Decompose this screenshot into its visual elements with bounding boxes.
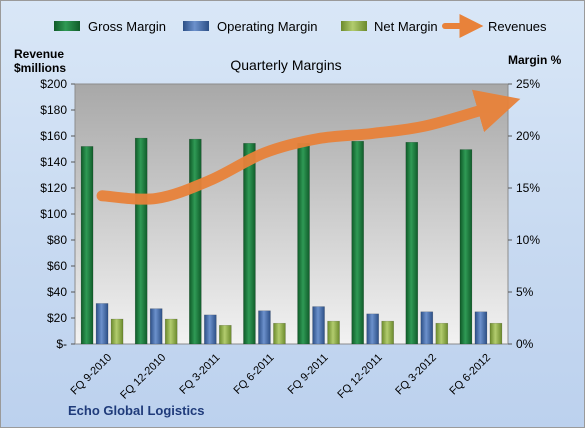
right-tick-label: 20% — [516, 129, 540, 143]
bar-operating-margin — [204, 314, 217, 345]
bar-net-margin — [489, 322, 503, 345]
bar-net-margin — [164, 318, 178, 345]
left-axis-title-line2: $millions — [14, 61, 66, 75]
bar-gross-margin — [405, 141, 419, 345]
bar-gross-margin — [243, 143, 256, 345]
x-tick-label: FQ 9-2010 — [69, 352, 115, 398]
right-axis: 0% 5% 10% 15% 20% 25% — [508, 77, 540, 351]
right-tick-label: 10% — [516, 233, 540, 247]
bar-gross-margin — [134, 137, 148, 345]
bar-gross-margin — [351, 140, 364, 345]
legend-label-operating-margin: Operating Margin — [217, 19, 317, 34]
bar-series — [80, 137, 503, 345]
chart-title: Quarterly Margins — [230, 57, 341, 73]
left-tick-label: $120 — [40, 181, 67, 195]
legend-swatch-net-margin — [341, 21, 367, 31]
x-tick-label: FQ 6-2012 — [447, 352, 493, 398]
right-tick-label: 25% — [516, 77, 540, 91]
x-tick-label: FQ 12-2010 — [118, 352, 168, 402]
left-tick-label: $40 — [47, 285, 67, 299]
bar-net-margin — [327, 320, 340, 345]
right-tick-label: 0% — [516, 337, 534, 351]
bar-gross-margin — [459, 149, 473, 345]
x-tick-label: FQ 9-2011 — [286, 352, 331, 397]
bar-net-margin — [435, 322, 449, 345]
left-tick-label: $80 — [47, 233, 67, 247]
legend-item-revenues: Revenues — [442, 14, 547, 38]
legend-item-operating-margin: Operating Margin — [183, 19, 317, 34]
bar-operating-margin — [420, 311, 434, 345]
bar-net-margin — [273, 322, 286, 345]
left-tick-label: $200 — [40, 77, 67, 91]
bar-gross-margin — [297, 143, 310, 345]
bar-operating-margin — [95, 303, 109, 345]
bar-operating-margin — [149, 308, 163, 345]
bar-net-margin — [110, 318, 124, 345]
bar-gross-margin — [80, 146, 94, 345]
x-tick-label: FQ 3-2011 — [177, 352, 222, 397]
left-tick-label: $160 — [40, 129, 67, 143]
bar-net-margin — [381, 320, 394, 345]
left-tick-label: $20 — [47, 311, 67, 325]
bar-operating-margin — [312, 306, 325, 345]
legend-item-net-margin: Net Margin — [341, 19, 438, 34]
left-tick-label: $60 — [47, 259, 67, 273]
bar-gross-margin — [189, 138, 202, 345]
bar-operating-margin — [366, 313, 379, 345]
right-tick-label: 15% — [516, 181, 540, 195]
bar-net-margin — [219, 325, 232, 345]
legend: Gross Margin Operating Margin Net Margin… — [54, 14, 547, 38]
bar-operating-margin — [474, 311, 488, 345]
left-tick-label: $140 — [40, 155, 67, 169]
legend-swatch-gross-margin — [54, 21, 80, 31]
right-axis-title: Margin % — [508, 53, 562, 67]
company-name: Echo Global Logistics — [68, 403, 205, 418]
x-tick-label: FQ 6-2011 — [231, 352, 276, 397]
bar-operating-margin — [258, 310, 271, 345]
legend-label-revenues: Revenues — [488, 19, 547, 34]
left-tick-label: $180 — [40, 103, 67, 117]
legend-label-net-margin: Net Margin — [374, 19, 438, 34]
revenue-series — [96, 89, 521, 205]
x-tick-label: FQ 12-2011 — [335, 352, 384, 401]
legend-swatch-operating-margin — [183, 21, 209, 31]
legend-item-gross-margin: Gross Margin — [54, 19, 166, 34]
x-tick-label: FQ 3-2012 — [393, 352, 439, 398]
left-tick-label: $100 — [40, 207, 67, 221]
x-axis: FQ 9-2010 FQ 12-2010 FQ 3-2011 FQ 6-2011 FQ … — [69, 352, 494, 402]
left-tick-label: $- — [56, 337, 67, 351]
left-axis-title-line1: Revenue — [14, 47, 64, 61]
left-axis: $- $20 $40 $60 $80 $100 $120 $140 $160 $180 $200 — [40, 77, 75, 351]
legend-label-gross-margin: Gross Margin — [88, 19, 166, 34]
right-tick-label: 5% — [516, 285, 534, 299]
